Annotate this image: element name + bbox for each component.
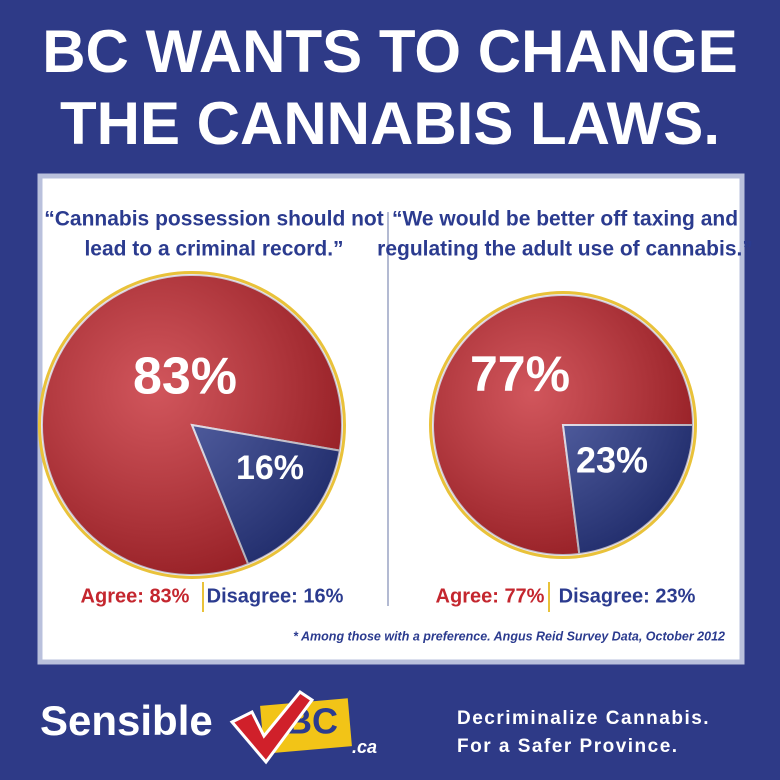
legend-label: Disagree: 23% [559, 585, 696, 607]
value-label: 77% [470, 346, 570, 402]
value-label: 16% [236, 449, 304, 487]
chart-title: “Cannabis possession should not [44, 208, 384, 231]
title-line: BC WANTS TO CHANGE [42, 18, 738, 85]
legend-label: Agree: 77% [436, 585, 545, 607]
tagline: Decriminalize Cannabis. [457, 708, 710, 729]
legend-label: Agree: 83% [81, 585, 190, 607]
logo-suffix: .ca [352, 737, 377, 757]
title-line: THE CANNABIS LAWS. [60, 90, 720, 157]
value-label: 23% [576, 440, 648, 481]
value-label: 83% [133, 348, 237, 406]
legend-label: Disagree: 16% [207, 585, 344, 607]
chart-title: “We would be better off taxing and [392, 208, 738, 231]
chart-title: lead to a criminal record.” [84, 238, 343, 261]
chart-title: regulating the adult use of cannabis.” [377, 238, 753, 261]
footnote: * Among those with a preference. Angus R… [293, 629, 725, 643]
logo-text: Sensible [40, 697, 213, 744]
tagline: For a Safer Province. [457, 736, 679, 757]
check-mark [229, 689, 315, 765]
